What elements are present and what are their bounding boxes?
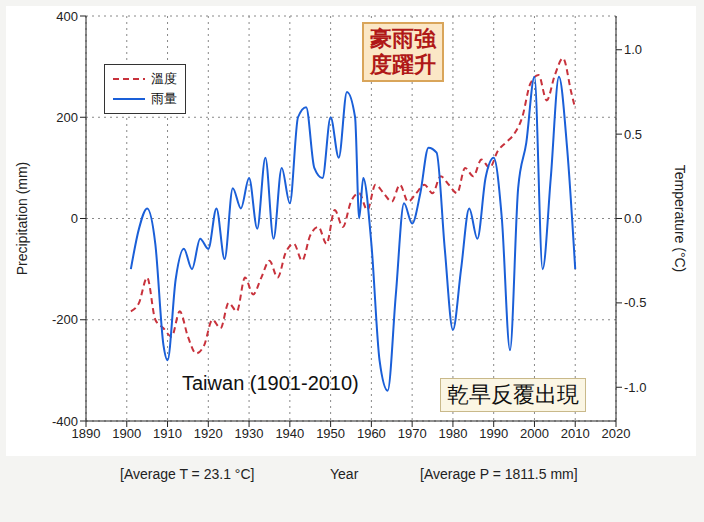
svg-text:-0.5: -0.5 xyxy=(624,295,646,310)
html-text:溫度: 溫度 xyxy=(151,71,177,86)
svg-text:2020: 2020 xyxy=(602,426,631,441)
svg-text:1940: 1940 xyxy=(275,426,304,441)
svg-text:2000: 2000 xyxy=(520,426,549,441)
svg-text:400: 400 xyxy=(56,9,78,24)
svg-text:0.0: 0.0 xyxy=(624,211,642,226)
html-text:[Average P = 1811.5 mm]: [Average P = 1811.5 mm] xyxy=(420,466,578,482)
svg-text:1970: 1970 xyxy=(398,426,427,441)
svg-text:1890: 1890 xyxy=(71,426,101,442)
html-text:雨量: 雨量 xyxy=(151,91,177,106)
html-text:[Average T = 23.1 °C]: [Average T = 23.1 °C] xyxy=(120,466,255,482)
html-text:Year: Year xyxy=(330,466,359,482)
svg-text:1900: 1900 xyxy=(112,426,141,441)
html-text:豪雨強: 豪雨強 xyxy=(370,26,436,51)
svg-text:1.0: 1.0 xyxy=(624,42,642,57)
svg-text:1960: 1960 xyxy=(357,426,386,441)
html-text:乾旱反覆出現: 乾旱反覆出現 xyxy=(447,382,579,407)
svg-text:1980: 1980 xyxy=(438,426,467,441)
svg-text:1990: 1990 xyxy=(479,426,508,441)
svg-text:1910: 1910 xyxy=(153,426,182,441)
svg-text:Precipitation (mm): Precipitation (mm) xyxy=(14,162,30,276)
svg-text:1950: 1950 xyxy=(316,426,345,441)
svg-text:-400: -400 xyxy=(52,414,78,429)
svg-text:0.5: 0.5 xyxy=(624,127,642,142)
svg-text:-1.0: -1.0 xyxy=(624,380,646,395)
svg-text:2010: 2010 xyxy=(561,426,590,441)
svg-text:0: 0 xyxy=(71,211,78,226)
svg-text:Temperature (°C): Temperature (°C) xyxy=(672,165,688,273)
html-text:Taiwan (1901-2010): Taiwan (1901-2010) xyxy=(182,372,359,394)
svg-text:1930: 1930 xyxy=(235,426,264,441)
svg-text:-200: -200 xyxy=(52,312,78,327)
html-text:度躍升: 度躍升 xyxy=(370,52,436,77)
svg-text:1920: 1920 xyxy=(194,426,223,441)
svg-text:200: 200 xyxy=(56,110,78,125)
